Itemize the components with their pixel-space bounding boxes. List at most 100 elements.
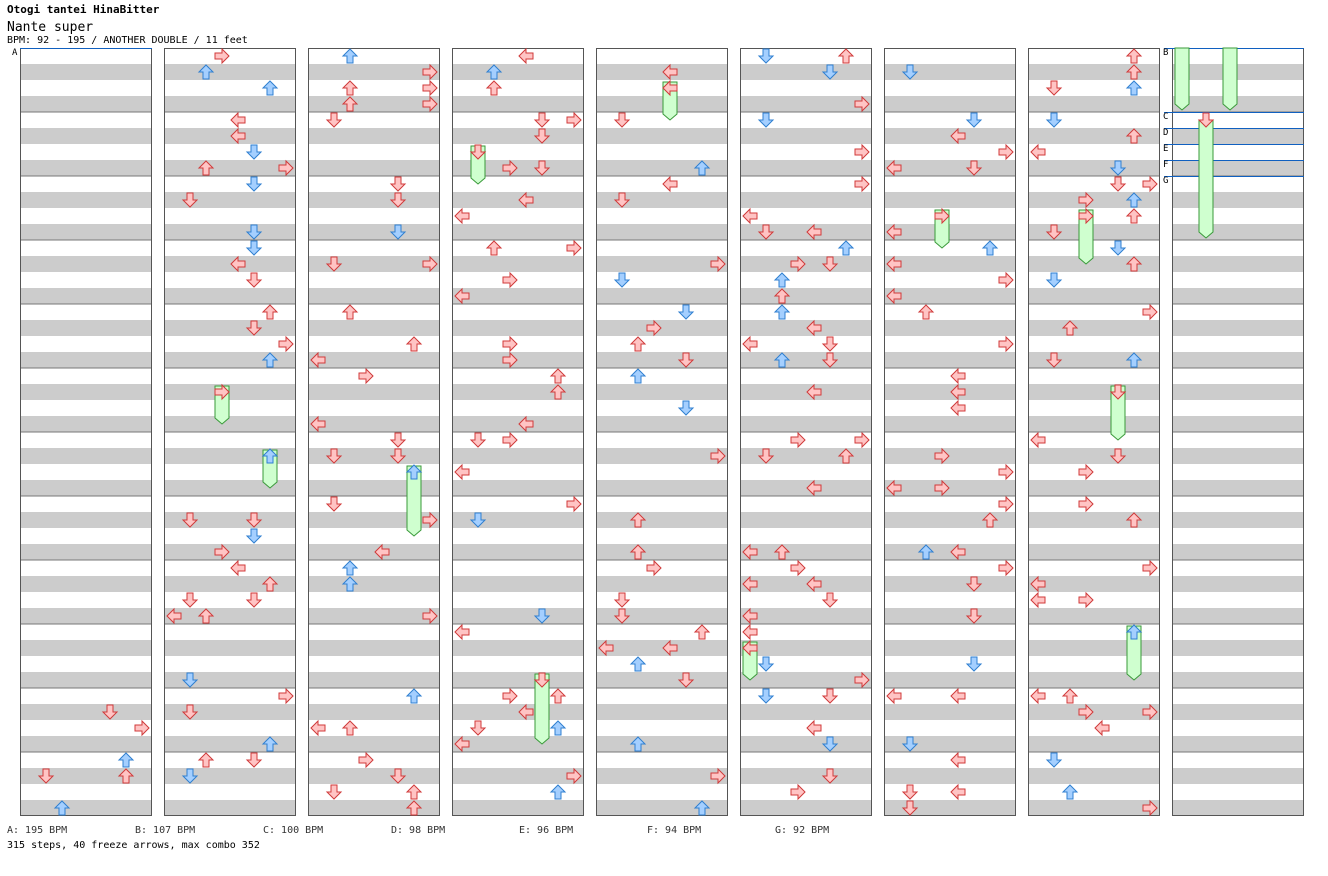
left-arrow-icon bbox=[230, 255, 246, 273]
right-arrow-icon bbox=[566, 495, 582, 513]
beat-stripe bbox=[884, 288, 1016, 304]
beat-stripe bbox=[308, 608, 440, 624]
right-arrow-icon bbox=[1078, 191, 1094, 209]
beat-stripe bbox=[740, 96, 872, 112]
beat-stripe bbox=[308, 320, 440, 336]
up-arrow-icon bbox=[773, 352, 791, 368]
up-arrow-icon bbox=[693, 160, 711, 176]
beat-stripe bbox=[740, 768, 872, 784]
left-arrow-icon bbox=[518, 191, 534, 209]
beat-stripe bbox=[596, 704, 728, 720]
up-arrow-icon bbox=[1125, 256, 1143, 272]
left-arrow-icon bbox=[454, 735, 470, 753]
beat-stripe bbox=[308, 672, 440, 688]
beat-stripe bbox=[308, 576, 440, 592]
right-arrow-icon bbox=[854, 671, 870, 689]
beat-stripe bbox=[596, 800, 728, 816]
beat-stripe bbox=[164, 576, 296, 592]
freeze-arrow bbox=[406, 465, 422, 537]
beat-stripe bbox=[884, 736, 1016, 752]
beat-stripe bbox=[452, 352, 584, 368]
beat-stripe bbox=[20, 320, 152, 336]
left-arrow-icon bbox=[1030, 143, 1046, 161]
beat-stripe bbox=[884, 672, 1016, 688]
beat-stripe bbox=[20, 128, 152, 144]
down-arrow-icon bbox=[1045, 752, 1063, 768]
down-arrow-icon bbox=[325, 112, 343, 128]
beat-stripe bbox=[1028, 576, 1160, 592]
down-arrow-icon bbox=[325, 256, 343, 272]
beat-stripe bbox=[452, 736, 584, 752]
up-arrow-icon bbox=[1061, 688, 1079, 704]
right-arrow-icon bbox=[710, 447, 726, 465]
down-arrow-icon bbox=[389, 192, 407, 208]
up-arrow-icon bbox=[1125, 192, 1143, 208]
down-arrow-icon bbox=[821, 64, 839, 80]
chart-info: BPM: 92 - 195 / ANOTHER DOUBLE / 11 feet bbox=[7, 35, 248, 46]
beat-stripe bbox=[1028, 416, 1160, 432]
left-arrow-icon bbox=[886, 159, 902, 177]
right-arrow-icon bbox=[710, 767, 726, 785]
beat-stripe bbox=[1028, 608, 1160, 624]
up-arrow-icon bbox=[1061, 320, 1079, 336]
beat-stripe bbox=[1172, 288, 1304, 304]
up-arrow-icon bbox=[773, 288, 791, 304]
beat-stripe bbox=[596, 256, 728, 272]
beat-stripe bbox=[596, 512, 728, 528]
up-arrow-icon bbox=[549, 368, 567, 384]
beat-stripe bbox=[452, 384, 584, 400]
beat-stripe bbox=[308, 640, 440, 656]
right-arrow-icon bbox=[710, 255, 726, 273]
left-arrow-icon bbox=[950, 127, 966, 145]
beat-stripe bbox=[596, 480, 728, 496]
down-arrow-icon bbox=[533, 160, 551, 176]
up-arrow-icon bbox=[917, 544, 935, 560]
down-arrow-icon bbox=[613, 192, 631, 208]
beat-stripe bbox=[20, 576, 152, 592]
left-arrow-icon bbox=[806, 319, 822, 337]
beat-stripe bbox=[1172, 736, 1304, 752]
down-arrow-icon bbox=[821, 768, 839, 784]
beat-stripe bbox=[20, 160, 152, 176]
beat-stripe bbox=[308, 128, 440, 144]
up-arrow-icon bbox=[261, 448, 279, 464]
beat-stripe bbox=[740, 416, 872, 432]
right-arrow-icon bbox=[214, 383, 230, 401]
beat-stripe bbox=[1172, 384, 1304, 400]
down-arrow-icon bbox=[821, 256, 839, 272]
beat-stripe bbox=[884, 416, 1016, 432]
down-arrow-icon bbox=[533, 608, 551, 624]
left-arrow-icon bbox=[742, 543, 758, 561]
left-arrow-icon bbox=[742, 335, 758, 353]
right-arrow-icon bbox=[422, 95, 438, 113]
beat-stripe bbox=[164, 800, 296, 816]
freeze-arrow bbox=[1222, 47, 1238, 111]
up-arrow-icon bbox=[405, 336, 423, 352]
beat-stripe bbox=[740, 320, 872, 336]
up-arrow-icon bbox=[549, 688, 567, 704]
right-arrow-icon bbox=[566, 239, 582, 257]
beat-stripe bbox=[164, 224, 296, 240]
left-arrow-icon bbox=[950, 783, 966, 801]
up-arrow-icon bbox=[341, 80, 359, 96]
beat-stripe bbox=[740, 192, 872, 208]
up-arrow-icon bbox=[693, 624, 711, 640]
down-arrow-icon bbox=[757, 48, 775, 64]
down-arrow-icon bbox=[821, 736, 839, 752]
beat-stripe bbox=[164, 320, 296, 336]
beat-stripe bbox=[164, 640, 296, 656]
beat-stripe bbox=[596, 160, 728, 176]
left-arrow-icon bbox=[166, 607, 182, 625]
column-border bbox=[308, 48, 440, 816]
down-arrow-icon bbox=[901, 736, 919, 752]
beat-stripe bbox=[164, 704, 296, 720]
down-arrow-icon bbox=[325, 784, 343, 800]
left-arrow-icon bbox=[310, 415, 326, 433]
right-arrow-icon bbox=[1142, 559, 1158, 577]
down-arrow-icon bbox=[1109, 160, 1127, 176]
up-arrow-icon bbox=[629, 736, 647, 752]
beat-stripe bbox=[452, 416, 584, 432]
left-arrow-icon bbox=[742, 639, 758, 657]
beat-stripe bbox=[164, 480, 296, 496]
up-arrow-icon bbox=[629, 512, 647, 528]
